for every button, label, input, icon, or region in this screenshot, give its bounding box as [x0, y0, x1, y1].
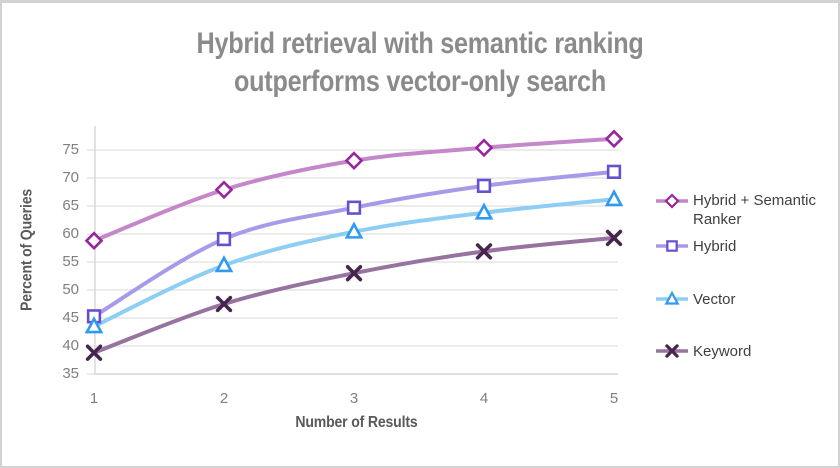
square-marker-icon [666, 240, 678, 252]
square-marker-icon [476, 178, 492, 193]
y-tick-label: 65 [62, 197, 79, 214]
diamond-marker-icon [474, 138, 494, 158]
legend-item-hybrid: Hybrid [656, 236, 736, 256]
x-marker-icon [475, 243, 493, 260]
x-marker-icon [605, 229, 623, 247]
x-marker-icon [85, 344, 103, 361]
diamond-marker-icon [84, 231, 104, 251]
diamond-marker-icon [344, 151, 364, 170]
legend-swatch-x-icon [656, 344, 688, 358]
legend-swatch-triangle-icon [656, 291, 688, 305]
diamond-marker-icon [604, 129, 624, 149]
y-axis-title-text: Percent of Queries [18, 188, 35, 312]
chart-title: Hybrid retrieval with semantic ranking o… [2, 25, 838, 101]
x-marker-icon [345, 265, 363, 282]
legend-item-vector: Vector [656, 289, 736, 309]
x-marker-icon [665, 344, 679, 358]
x-marker-icon [215, 295, 233, 313]
y-tick-label: 40 [62, 337, 79, 354]
y-tick-label: 45 [62, 309, 79, 326]
chart-title-line2: outperforms vector-only search [234, 65, 606, 98]
legend-item-hybrid-semantic-ranker: Hybrid + Semantic Ranker [656, 191, 833, 229]
x-tick-label: 1 [89, 390, 99, 407]
y-tick-label: 35 [62, 365, 79, 382]
y-tick-label: 75 [62, 141, 79, 158]
x-axis-title-text: Number of Results [294, 414, 418, 431]
square-marker-icon [346, 200, 362, 215]
y-tick-label: 50 [62, 281, 79, 298]
y-axis-title: Percent of Queries [10, 126, 44, 374]
triangle-marker-icon [344, 221, 364, 239]
legend-swatch-square-icon [656, 240, 688, 252]
legend-label: Vector [693, 290, 736, 308]
series-line-keyword [92, 235, 616, 355]
legend-label: Hybrid [693, 237, 737, 255]
line-chart-plot-area [84, 126, 624, 375]
triangle-marker-icon [604, 189, 624, 207]
legend: Hybrid + Semantic Ranker Hybrid Vector K… [656, 3, 838, 466]
triangle-marker-icon [474, 202, 494, 220]
y-tick-label: 70 [62, 169, 79, 186]
legend-swatch-diamond-icon [656, 193, 688, 209]
diamond-marker-icon [664, 193, 680, 209]
x-tick-label: 2 [219, 390, 229, 407]
diamond-marker-icon [214, 180, 234, 200]
legend-label: Hybrid + Semantic Ranker [693, 192, 816, 228]
chart-title-line1: Hybrid retrieval with semantic ranking [196, 27, 644, 60]
x-tick-label: 4 [479, 390, 489, 407]
x-tick-label: 5 [609, 390, 619, 407]
square-marker-icon [216, 231, 232, 247]
x-axis-title: Number of Results [236, 414, 476, 432]
y-tick-label: 55 [62, 253, 79, 270]
triangle-marker-icon [664, 291, 680, 305]
x-tick-label: 3 [349, 390, 359, 407]
series-line-vector [92, 197, 616, 329]
legend-label: Keyword [693, 342, 752, 360]
legend-item-keyword: Keyword [656, 341, 751, 361]
y-tick-label: 60 [62, 225, 79, 242]
square-marker-icon [606, 164, 622, 179]
triangle-marker-icon [84, 316, 104, 334]
triangle-marker-icon [214, 255, 234, 273]
